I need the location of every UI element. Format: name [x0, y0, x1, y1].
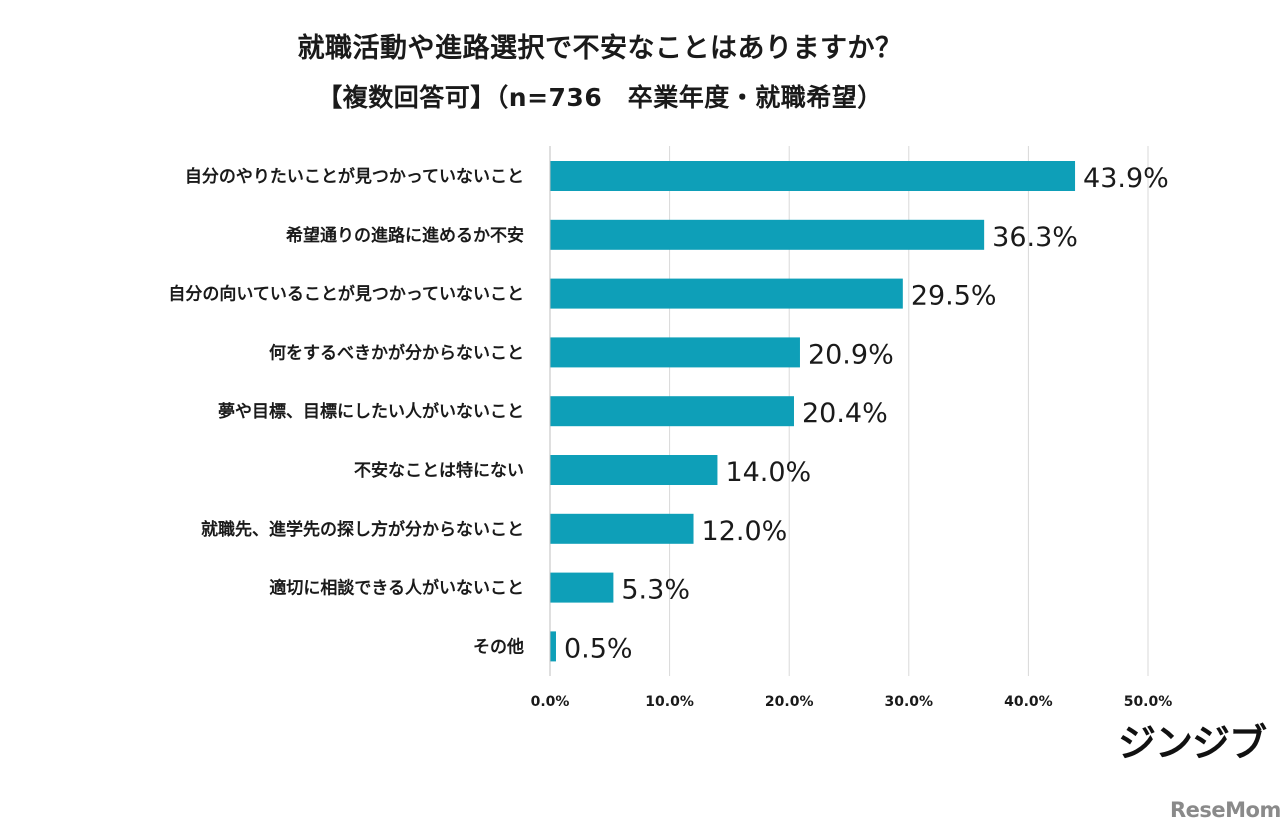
category-label: 希望通りの進路に進めるか不安 [286, 225, 524, 246]
category-label: 自分のやりたいことが見つかっていないこと [185, 166, 524, 187]
bar [550, 396, 794, 427]
x-tick-label: 40.0% [1004, 694, 1053, 710]
chart-title: 就職活動や進路選択で不安なことはありますか？ [297, 33, 903, 64]
x-tick-label: 50.0% [1124, 694, 1173, 710]
resemom-watermark: ReseMom [1170, 798, 1280, 822]
category-label: 何をするべきかが分からないこと [269, 342, 524, 363]
data-label: 20.9% [808, 339, 894, 370]
category-label: 就職先、進学先の探し方が分からないこと [201, 519, 524, 540]
data-label: 0.5% [564, 633, 633, 664]
x-tick-label: 20.0% [765, 694, 814, 710]
bar [550, 219, 985, 250]
bar [550, 278, 903, 309]
x-tick-label: 10.0% [645, 694, 694, 710]
data-label: 29.5% [911, 281, 997, 312]
category-label: 適切に相談できる人がいないこと [269, 578, 524, 599]
bar [550, 161, 1076, 191]
x-tick-label: 0.0% [531, 694, 570, 710]
x-tick-label: 30.0% [885, 694, 934, 710]
data-label: 36.3% [992, 222, 1078, 253]
bar [550, 337, 800, 368]
category-label: 不安なことは特にない [354, 460, 524, 481]
data-label: 14.0% [725, 457, 811, 488]
bar [550, 513, 694, 544]
chart-subtitle: 【複数回答可】（n=736 卒業年度・就職希望） [317, 83, 883, 112]
jinjib-logo: ジンジブ [1118, 721, 1267, 765]
data-label: 12.0% [702, 516, 788, 547]
bar [550, 572, 614, 603]
bar [550, 631, 556, 662]
category-label: 自分の向いていることが見つかっていないこと [168, 284, 524, 305]
data-label: 5.3% [621, 575, 690, 606]
data-label: 43.9% [1083, 163, 1169, 194]
data-label: 20.4% [802, 398, 888, 429]
bar [550, 455, 718, 485]
category-label: 夢や目標、目標にしたい人がいないこと [218, 401, 524, 422]
category-label: その他 [473, 636, 524, 657]
